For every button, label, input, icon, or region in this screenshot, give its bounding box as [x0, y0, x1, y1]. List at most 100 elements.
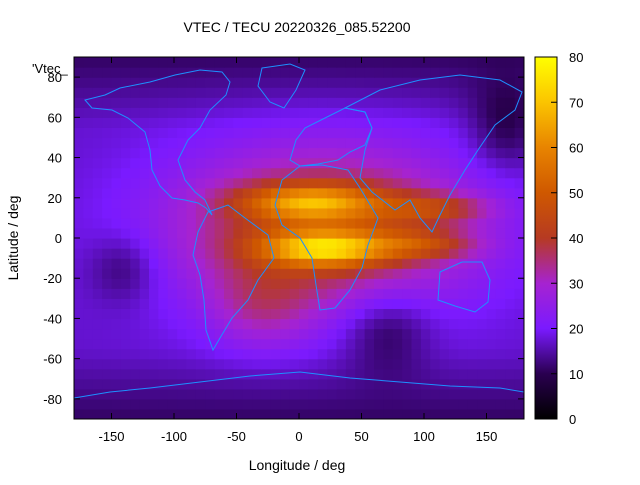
heatmap-cell [139, 137, 150, 149]
heatmap-cell [83, 298, 94, 309]
heatmap-cell [83, 278, 94, 289]
heatmap-cell [280, 137, 291, 149]
heatmap-cell [477, 248, 488, 259]
heatmap-cell [261, 248, 272, 259]
heatmap-cell [74, 338, 84, 350]
heatmap-cell [467, 378, 478, 390]
heatmap-cell [299, 328, 309, 340]
heatmap-cell [186, 238, 197, 249]
heatmap-cell [374, 408, 384, 419]
heatmap-cell [186, 77, 197, 88]
heatmap-cell [392, 227, 403, 239]
heatmap-cell [252, 388, 263, 400]
heatmap-cell [177, 77, 188, 88]
heatmap-cell [505, 318, 516, 330]
heatmap-cell [74, 177, 84, 189]
heatmap-cell [252, 278, 263, 289]
heatmap-cell [252, 107, 263, 118]
heatmap-cell [458, 147, 469, 159]
heatmap-cell [186, 157, 197, 169]
heatmap-cell [270, 378, 281, 390]
heatmap-cell [167, 67, 178, 78]
heatmap-cell [83, 308, 94, 320]
heatmap-cell [158, 197, 169, 209]
heatmap-cell [336, 167, 347, 179]
heatmap-cell [392, 97, 403, 108]
heatmap-cell [158, 187, 169, 199]
heatmap-cell [167, 398, 178, 410]
heatmap-cell [327, 328, 338, 340]
heatmap-cell [383, 197, 394, 209]
heatmap-cell [205, 328, 216, 340]
heatmap-cell [299, 278, 309, 289]
heatmap-cell [252, 117, 263, 128]
heatmap-cell [280, 298, 291, 309]
heatmap-cell [420, 278, 431, 289]
heatmap-cell [139, 157, 150, 169]
heatmap-cell [317, 227, 328, 239]
heatmap-cell [205, 107, 216, 118]
heatmap-cell [411, 227, 422, 239]
heatmap-cell [514, 248, 524, 259]
heatmap-cell [477, 127, 488, 139]
heatmap-cell [374, 177, 384, 189]
heatmap-cell [261, 167, 272, 179]
heatmap-cell [505, 368, 516, 380]
heatmap-cell [270, 398, 281, 410]
heatmap-cell [336, 238, 347, 249]
heatmap-cell [374, 238, 384, 249]
heatmap-cell [158, 207, 169, 219]
heatmap-cell [252, 197, 263, 209]
heatmap-cell [345, 348, 356, 360]
heatmap-cell [327, 268, 338, 279]
heatmap-cell [130, 207, 141, 219]
heatmap-cell [233, 217, 244, 229]
heatmap-cell [214, 378, 225, 390]
heatmap-cell [195, 107, 206, 118]
heatmap-cell [364, 298, 375, 309]
heatmap-cell [83, 197, 94, 209]
heatmap-cell [308, 77, 319, 88]
heatmap-cell [299, 368, 309, 380]
heatmap-cell [345, 388, 356, 400]
heatmap-cell [92, 258, 103, 269]
heatmap-cell [411, 167, 422, 179]
heatmap-cell [420, 298, 431, 309]
heatmap-cell [289, 288, 300, 299]
heatmap-cell [167, 258, 178, 269]
heatmap-cell [505, 157, 516, 169]
heatmap-cell [420, 338, 431, 350]
heatmap-cell [224, 207, 234, 219]
heatmap-cell [467, 107, 478, 118]
heatmap-cell [149, 348, 159, 360]
heatmap-cell [439, 288, 450, 299]
heatmap-cell [167, 217, 178, 229]
heatmap-cell [420, 147, 431, 159]
heatmap-cell [205, 268, 216, 279]
heatmap-cell [205, 187, 216, 199]
heatmap-cell [233, 77, 244, 88]
heatmap-cell [430, 278, 441, 289]
heatmap-cell [195, 117, 206, 128]
heatmap-cell [167, 328, 178, 340]
heatmap-cell [74, 97, 84, 108]
heatmap-cell [439, 358, 450, 370]
heatmap-cell [167, 348, 178, 360]
heatmap-cell [383, 248, 394, 259]
heatmap-cell [411, 207, 422, 219]
heatmap-cell [120, 147, 131, 159]
heatmap-cell [149, 298, 159, 309]
heatmap-cell [139, 197, 150, 209]
heatmap-cell [299, 358, 309, 370]
heatmap-cell [242, 77, 253, 88]
heatmap-cell [477, 328, 488, 340]
heatmap-cell [111, 207, 122, 219]
heatmap-cell [374, 167, 384, 179]
heatmap-cell [120, 368, 131, 380]
heatmap-cell [299, 318, 309, 330]
heatmap-cell [364, 177, 375, 189]
heatmap-cell [242, 358, 253, 370]
heatmap-cell [252, 217, 263, 229]
heatmap-cell [336, 177, 347, 189]
heatmap-cell [430, 268, 441, 279]
